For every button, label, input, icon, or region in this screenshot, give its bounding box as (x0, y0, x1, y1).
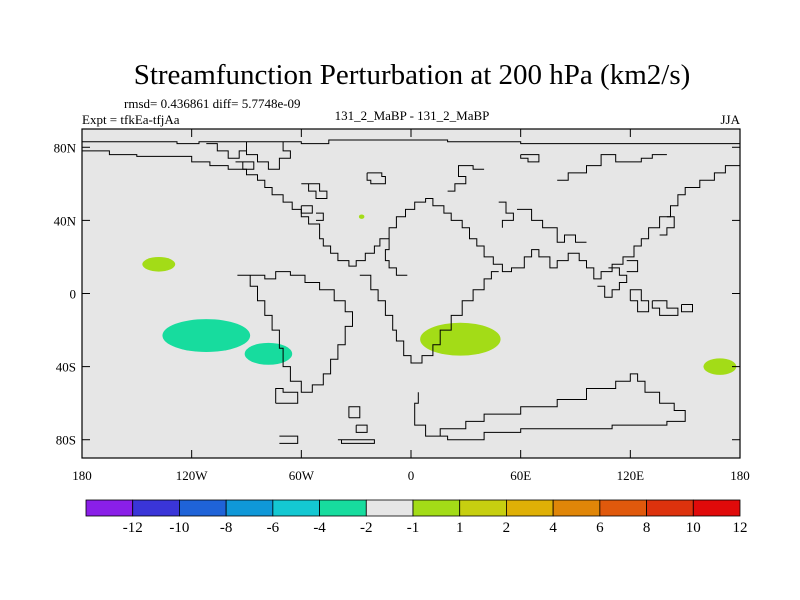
coastline-segment-4 (237, 271, 353, 393)
colorbar-box-6 (365, 499, 414, 517)
coastline-segment-9 (355, 424, 368, 433)
coastline-segment-7 (414, 373, 686, 441)
colorbar-box-11 (599, 499, 647, 517)
colorbar-box-2 (179, 499, 227, 517)
colorbar-box-5 (319, 499, 367, 517)
coastlines (82, 139, 740, 444)
colorbar-label-3: -6 (267, 520, 280, 536)
coastline-segment-21 (557, 154, 667, 181)
x-tick-labels: 180 120W 60W 0 60E 120E 180 (72, 468, 750, 483)
colorbar-box-7 (412, 499, 461, 517)
colorbar-label-11: 8 (643, 520, 651, 536)
colorbar-box-8 (459, 499, 507, 517)
coastline-segment-20 (520, 154, 540, 163)
coastline-segment-8 (337, 439, 375, 444)
y-tick-labels: 80N 40N 0 40S 80S (54, 140, 77, 447)
coastline-segment-25 (651, 300, 679, 316)
coastline-segment-22 (517, 208, 587, 243)
center-subtitle: 131_2_MaBP - 131_2_MaBP (335, 108, 490, 123)
coastline-segment-27 (659, 216, 675, 236)
colorbar-label-1: -10 (169, 520, 189, 536)
rmsd-text: rmsd= 0.436861 diff= 5.7748e-09 (124, 96, 301, 111)
coastline-segment-16 (300, 205, 313, 214)
colorbar-box-12 (646, 499, 694, 517)
anomaly-region-0 (142, 256, 176, 272)
anomaly-region-2 (162, 319, 251, 352)
y-tick-label-2: 0 (70, 287, 77, 302)
coastline-segment-26 (626, 260, 639, 273)
coastline-segment-18 (447, 165, 485, 192)
colorbar-label-4: -4 (313, 520, 326, 536)
x-tick-label-3: 0 (408, 468, 415, 483)
expt-label: Expt = tfkEa-tfjAa (82, 112, 180, 127)
colorbar-label-6: -1 (407, 520, 420, 536)
chart-title: Streamfunction Perturbation at 200 hPa (… (134, 59, 691, 91)
y-tick-label-3: 40S (56, 360, 76, 375)
coastline-segment-6 (348, 406, 361, 419)
coastline-segment-12 (235, 161, 255, 170)
colorbar-box-10 (552, 499, 601, 517)
colorbar-box-9 (506, 499, 554, 517)
colorbar-label-0: -12 (123, 520, 143, 536)
colorbar-labels: -12 -10 -8 -6 -4 -2 -1 1 2 4 6 8 10 12 (123, 520, 748, 536)
coastline-segment-28 (681, 304, 693, 313)
colorbar-label-12: 10 (686, 520, 701, 536)
coastline-segment-15 (366, 172, 386, 185)
x-tick-label-1: 120W (176, 468, 209, 483)
coastline-segment-3 (384, 238, 408, 276)
anomaly-region-3 (244, 342, 293, 365)
coastline-segment-10 (279, 435, 299, 444)
colorbar-label-13: 12 (733, 520, 748, 536)
x-tick-label-6: 180 (730, 468, 750, 483)
coastline-segment-24 (629, 289, 650, 313)
x-tick-label-4: 60E (510, 468, 531, 483)
season-label: JJA (720, 112, 740, 127)
coastline-segment-14 (301, 183, 328, 199)
anomaly-region-4 (420, 322, 501, 356)
colorbar-box-4 (272, 499, 320, 517)
y-tick-label-4: 80S (56, 433, 76, 448)
coastline-segment-23 (597, 267, 628, 298)
colorbar-label-9: 4 (549, 520, 557, 536)
colorbar-box-3 (225, 499, 274, 517)
colorbar-box-0 (85, 499, 134, 517)
coastline-segment-11 (246, 141, 291, 170)
coastline-segment-2 (359, 271, 499, 364)
y-tick-label-0: 80N (54, 140, 77, 155)
anomaly-region-1 (358, 214, 365, 219)
axis-ticks (81, 129, 741, 458)
colorbar-label-10: 6 (596, 520, 604, 536)
colorbar-label-7: 1 (456, 520, 464, 536)
coastline-segment-1 (82, 150, 740, 280)
coastline-segment-17 (316, 212, 324, 221)
colorbar-label-8: 2 (503, 520, 511, 536)
colorbar-box-1 (132, 499, 180, 517)
x-tick-label-0: 180 (72, 468, 92, 483)
colorbar-box-13 (692, 499, 741, 517)
coastline-segment-13 (206, 143, 247, 159)
anomaly-region-5 (703, 358, 737, 375)
x-tick-label-5: 120E (617, 468, 645, 483)
coastline-segment-19 (498, 201, 514, 228)
colorbar (85, 499, 741, 517)
colorbar-label-5: -2 (360, 520, 373, 536)
x-tick-label-2: 60W (289, 468, 315, 483)
y-tick-label-1: 40N (54, 213, 77, 228)
coastline-segment-0 (82, 139, 740, 145)
colorbar-label-2: -8 (220, 520, 233, 536)
coastline-segment-5 (275, 388, 299, 404)
